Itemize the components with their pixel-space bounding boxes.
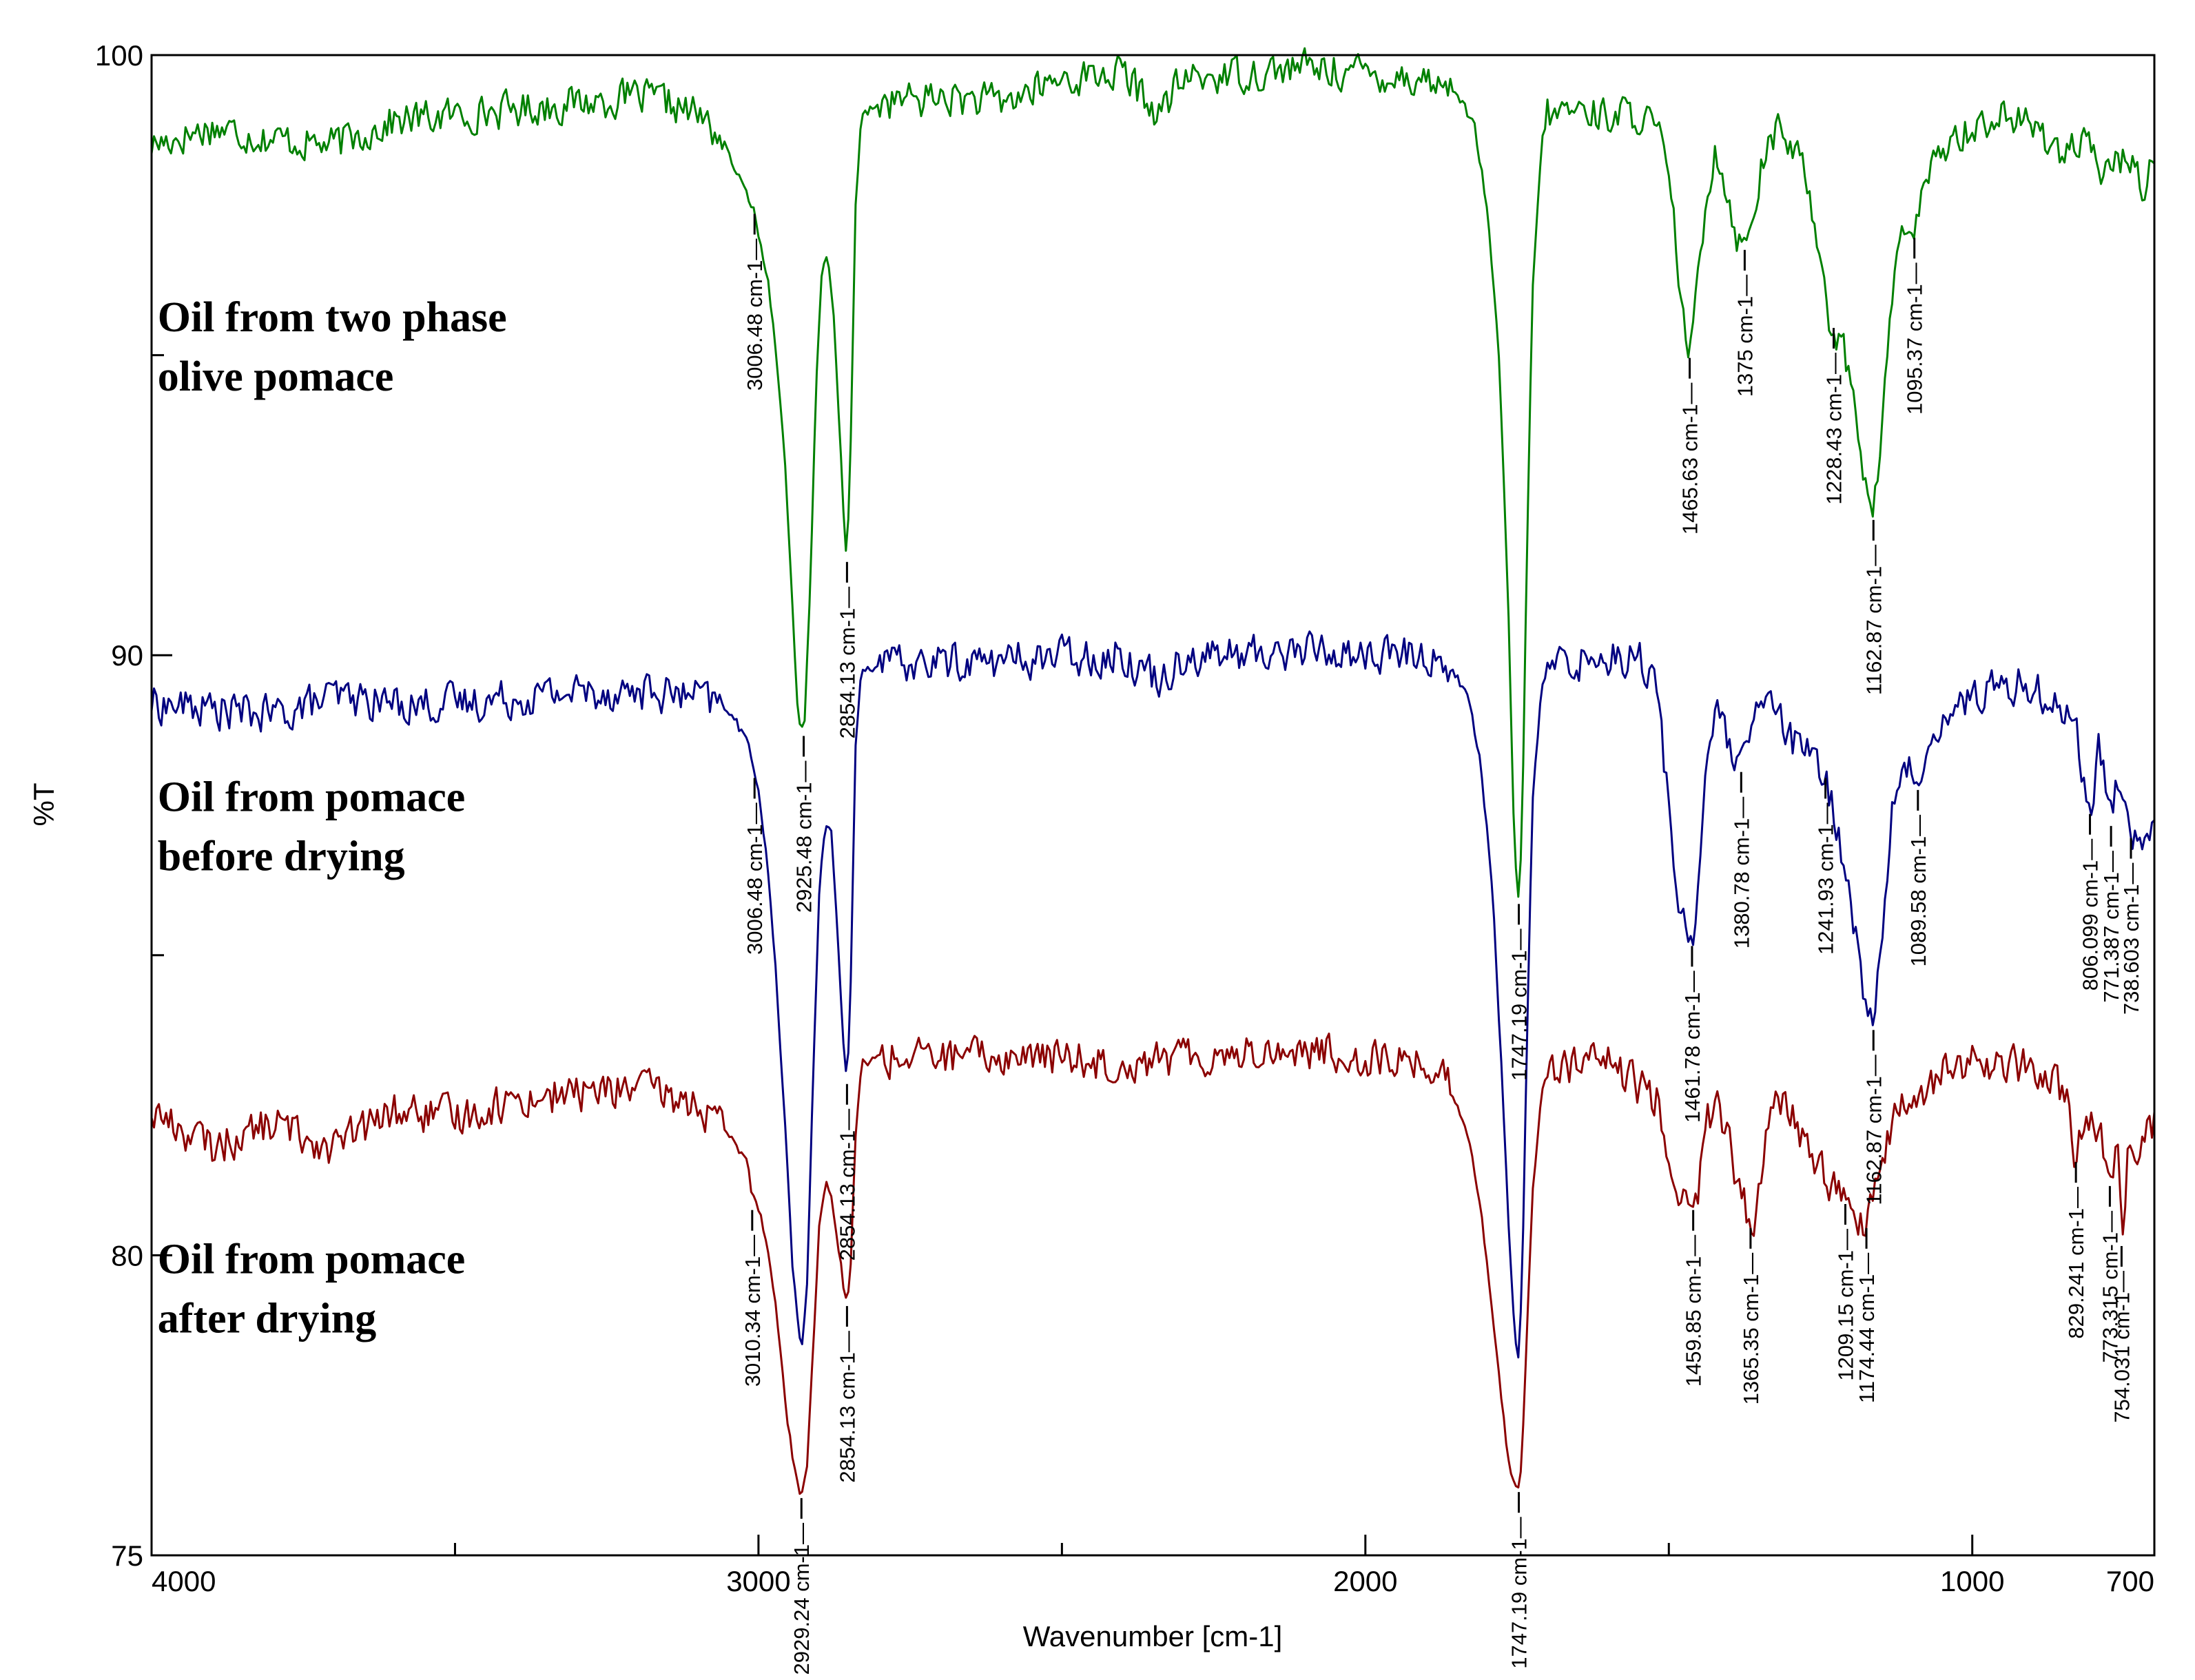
series-label-line: before drying — [158, 833, 405, 880]
peak-label-2854-13-cm-1: 2854.13 cm-1— — [835, 587, 859, 739]
x-tick-label-700: 700 — [2106, 1565, 2154, 1597]
series-label-line: olive pomace — [158, 353, 394, 400]
series-label-line: Oil from pomace — [158, 1236, 466, 1283]
series-label-line: Oil from two phase — [158, 294, 507, 341]
plot-frame — [150, 54, 2156, 1557]
x-tick-label-3000: 3000 — [726, 1565, 790, 1597]
x-axis-title: Wavenumber [cm-1] — [1023, 1620, 1283, 1652]
peak-label-1095-37-cm-1: 1095.37 cm-1— — [1903, 262, 1927, 415]
series-label-oil-from-pomace-after-drying: Oil from pomace after drying — [158, 1236, 466, 1342]
peak-label-1380-78-cm-1: 1380.78 cm-1— — [1729, 797, 1753, 949]
x-tick-label-2000: 2000 — [1333, 1565, 1397, 1597]
peak-label-1465-63-cm-1: 1465.63 cm-1— — [1678, 383, 1702, 535]
peak-label-738-603-cm-1: 738.603 cm-1— — [2119, 863, 2143, 1015]
peak-label-1365-35-cm-1: 1365.35 cm-1— — [1739, 1253, 1763, 1405]
spectrum-line-oil-from-pomace-before-drying — [150, 630, 2156, 1359]
peak-label-2925-48-cm-1: 2925.48 cm-1— — [792, 761, 816, 913]
peak-label-2854-13-cm-1: 2854.13 cm-1— — [835, 1331, 859, 1483]
peak-label-1162-87-cm-1: 1162.87 cm-1— — [1862, 545, 1886, 695]
peak-label-806-099-cm-1: 806.099 cm-1— — [2079, 839, 2103, 991]
peak-label-754-031-cm-1: 754.031 cm-1— — [2110, 1271, 2134, 1423]
y-tick-label-100: 100 — [95, 39, 143, 72]
peak-label-771-387-cm-1: 771.387 cm-1— — [2099, 851, 2123, 1003]
peak-label-3006-48-cm-1: 3006.48 cm-1— — [743, 239, 767, 391]
series-label-line: after drying — [158, 1296, 376, 1342]
peak-label-1162-87-cm-1: 1162.87 cm-1— — [1862, 1055, 1886, 1205]
spectrum-line-oil-from-pomace-after-drying — [150, 1033, 2156, 1495]
series-label-line: Oil from pomace — [158, 774, 466, 821]
peak-label-1747-19-cm-1: 1747.19 cm-1— — [1507, 929, 1532, 1081]
peak-label-1089-58-cm-1: 1089.58 cm-1— — [1906, 815, 1930, 967]
peak-label-1174-44-cm-1: 1174.44 cm-1— — [1855, 1253, 1879, 1403]
peak-label-1228-43-cm-1: 1228.43 cm-1— — [1822, 353, 1846, 505]
axes: 4000 3000 2000 1000 700 100 90 80 75 — [95, 39, 2156, 1597]
peak-annotations: 3006.48 cm-1— 2925.48 cm-1— 2854.13 cm-1— 1… — [741, 214, 2143, 1675]
series-labels: Oil from two phase olive pomace Oil from p… — [158, 294, 507, 1342]
spectrum-line-oil-from-two-phase-olive-pomace — [150, 47, 2155, 898]
y-tick-label-75: 75 — [111, 1539, 143, 1572]
x-tick-label-1000: 1000 — [1940, 1565, 2004, 1597]
peak-label-1241-93-cm-1: 1241.93 cm-1— — [1814, 802, 1838, 955]
x-tick-label-4000: 4000 — [152, 1565, 216, 1597]
y-tick-label-90: 90 — [111, 639, 143, 672]
peak-label-2929-24-cm-1: 2929.24 cm-1— — [790, 1523, 814, 1675]
peak-label-829-241-cm-1: 829.241 cm-1— — [2064, 1187, 2088, 1339]
peak-label-773-315-cm-1: 773.315 cm-1— — [2098, 1211, 2122, 1363]
peak-label-1375-cm-1: 1375 cm-1— — [1733, 275, 1757, 397]
y-axis-title: %T — [28, 783, 60, 827]
peak-label-1747-19-cm-1: 1747.19 cm-1— — [1507, 1517, 1532, 1669]
peak-label-3006-48-cm-1: 3006.48 cm-1— — [743, 802, 767, 955]
peak-label-3010-34-cm-1: 3010.34 cm-1— — [741, 1235, 765, 1387]
peak-label-2854-13-cm-1: 2854.13 cm-1— — [835, 1109, 859, 1261]
y-tick-label-80: 80 — [111, 1239, 143, 1272]
peak-label-1461-78-cm-1: 1461.78 cm-1— — [1680, 971, 1704, 1123]
series-layer — [150, 47, 2156, 1495]
peak-label-1209-15-cm-1: 1209.15 cm-1— — [1834, 1229, 1858, 1381]
series-label-oil-from-two-phase-olive-pomace: Oil from two phase olive pomace — [158, 294, 507, 400]
series-label-oil-from-pomace-before-drying: Oil from pomace before drying — [158, 774, 466, 880]
peak-label-1459-85-cm-1: 1459.85 cm-1— — [1682, 1235, 1706, 1387]
